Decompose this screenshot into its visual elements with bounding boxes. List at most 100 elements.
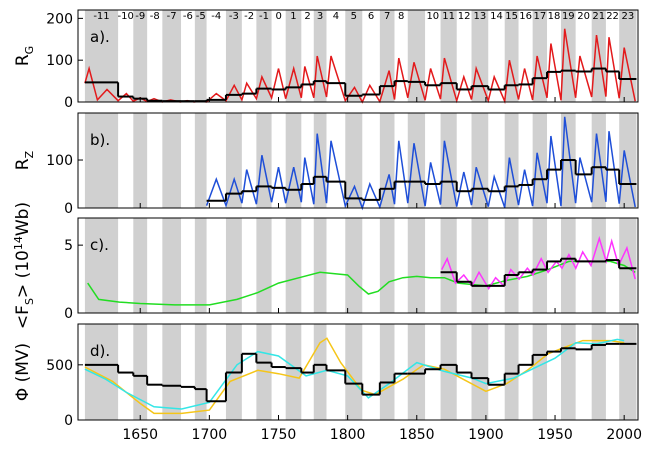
y-axis-label-part: S [23,298,36,305]
cycle-label: 12 [458,11,471,22]
y-axis-label: RZ [13,150,36,170]
cycle-shading [619,10,637,102]
cycle-label: -1 [259,11,269,22]
cycle-label: -2 [244,11,254,22]
cycle-shading [504,324,519,420]
cycle-label: 10 [426,11,439,22]
y-axis-label-part: > (10 [13,250,33,298]
cycle-shading [532,218,548,313]
cycle-label: 8 [398,11,404,22]
cycle-label: 5 [351,11,357,22]
y-tick-label: 200 [46,11,73,27]
cycle-shading [162,218,182,313]
cycle-label: 14 [490,11,503,22]
cycle-shading [225,113,242,208]
data-line [205,116,636,211]
y-axis-label-part: Wb) [13,202,33,236]
cycle-shading [471,10,489,102]
cycle-label: 23 [621,11,634,22]
cycle-shading [504,10,519,102]
panel: 0 100 b). RZ [13,112,639,217]
y-axis-label-part: G [23,46,36,55]
cycle-label: 3 [317,11,323,22]
cycle-shading [345,113,363,208]
panel-label: a). [90,28,110,46]
cycle-label: -11 [93,11,109,22]
data-line [87,260,636,306]
panel-label: d). [90,342,110,360]
y-tick-label: 0 [64,201,73,217]
cycle-label: 1 [290,11,296,22]
y-axis-label-part: R [13,54,33,66]
y-tick-label: 0 [64,306,73,322]
panel: 0 500 1650 1700 1750 1800 1850 1900 1950 2000 d). Φ… [13,323,642,443]
cycle-shading [194,10,207,102]
cycle-shading [591,218,606,313]
cycle-shading [440,218,457,313]
y-tick-label: 0 [64,95,73,111]
cycle-shading [313,218,327,313]
cycle-shading [256,218,272,313]
y-tick-label: 0 [64,413,73,429]
cycle-label: 18 [548,11,561,22]
x-tick-label: 1800 [330,427,366,443]
cycle-shading [285,324,302,420]
cycle-shading [345,324,363,420]
cycle-shading [133,218,148,313]
cycle-shading [133,113,148,208]
cycle-label: -7 [167,11,177,22]
cycle-label: -10 [118,11,134,22]
cycle-shading [84,218,119,313]
cycle-shading [471,113,489,208]
cycle-shading [84,113,119,208]
cycle-label: -4 [211,11,221,22]
cycle-label: -8 [150,11,160,22]
y-axis-label-part: Z [23,150,36,158]
y-tick-label: 100 [46,53,73,69]
cycle-shading [471,218,489,313]
panel: -11 -10 -9 -8 -7 -6 -5 -4 -3 -2 -1 0 1 2 3 4 5 6 7 8 10 11 12 1… [13,9,639,111]
cycle-label: -9 [135,11,145,22]
x-tick-label: 1900 [468,427,504,443]
cycle-shading [194,324,207,420]
panel-frame [77,9,639,103]
cycle-shading [407,10,426,102]
y-axis-label-part: 14 [12,236,25,250]
cycle-shading [162,324,182,420]
cycle-label: 2 [304,11,310,22]
cycle-shading [407,324,426,420]
cycle-label: 17 [533,11,546,22]
y-tick-label: 5 [64,238,73,254]
cycle-shading [591,10,606,102]
cycle-label: 0 [275,11,281,22]
cycle-shading [379,218,395,313]
y-axis-label-part: Φ (MV) [13,343,33,401]
panel: 0 5 c). <FS> (1014Wb) [12,202,639,329]
cycle-shading [532,324,548,420]
cycle-shading [133,10,148,102]
y-axis-label: RG [13,46,36,66]
panel-label: b). [90,131,110,149]
cycle-label: 6 [368,11,374,22]
cycle-shading [619,324,637,420]
y-axis-label-part: <F [13,305,33,329]
cycle-label: 20 [577,11,590,22]
x-tick-label: 1700 [192,427,228,443]
cycle-shading [84,10,119,102]
cycle-shading [407,218,426,313]
cycle-shading [285,10,302,102]
x-tick-label: 1750 [261,427,297,443]
cycle-shading [225,218,242,313]
x-tick-label: 1950 [537,427,573,443]
cycle-label: -6 [183,11,193,22]
cycle-shading [471,324,489,420]
cycle-shading [256,10,272,102]
y-tick-label: 100 [46,153,73,169]
cycle-shading [313,10,327,102]
y-axis-label-part: R [13,158,33,170]
data-line [441,235,636,291]
panel-frame [77,323,639,421]
cycle-label: 11 [442,11,455,22]
cycle-shading [379,324,395,420]
